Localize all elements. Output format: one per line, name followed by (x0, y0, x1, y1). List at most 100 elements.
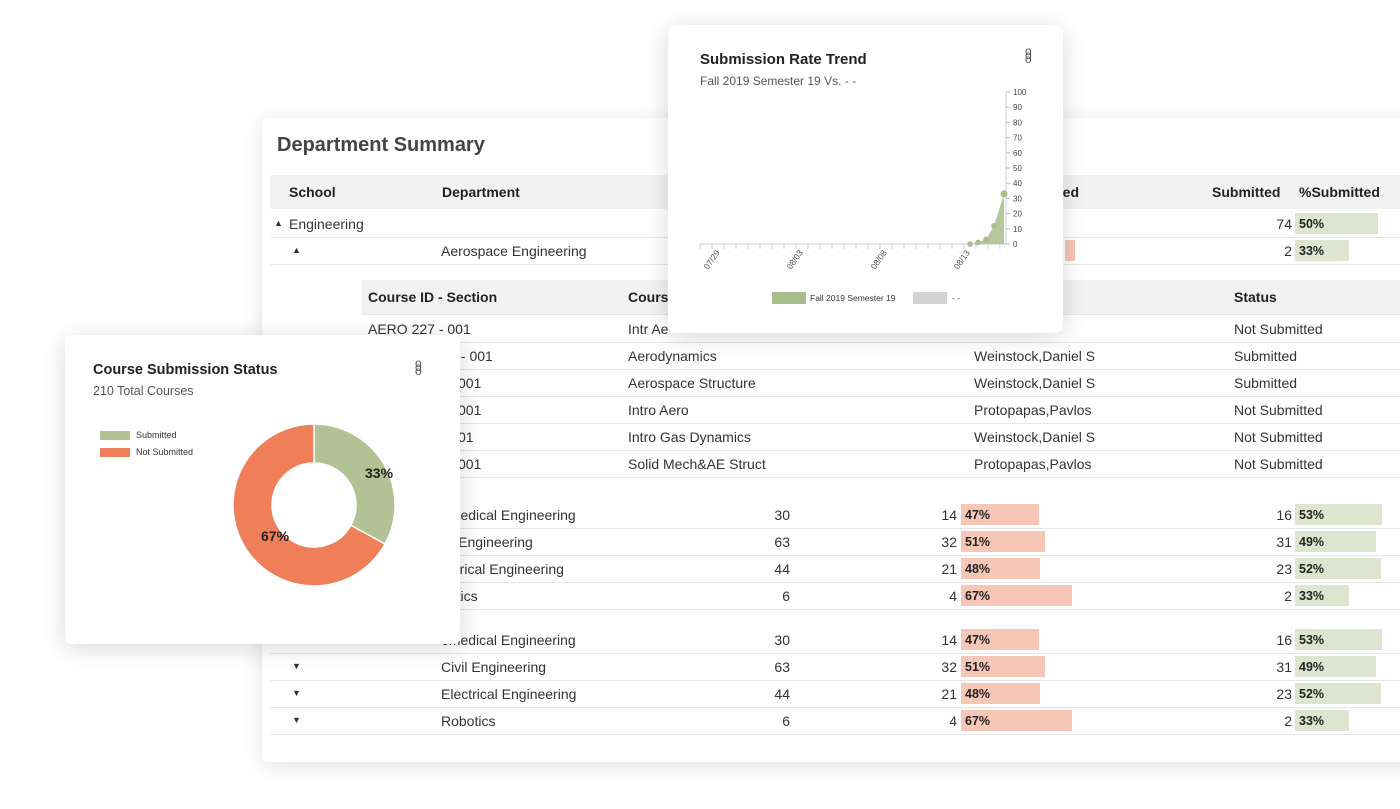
expand-arrow-icon[interactable]: ▼ (292, 715, 301, 725)
y-tick-label: 80 (1013, 118, 1022, 127)
y-tick-label: 60 (1013, 149, 1022, 158)
slice-label: 33% (365, 465, 394, 481)
instructor-name: Protopapas,Pavlos (974, 456, 1092, 472)
pct-submitted-label: 49% (1299, 660, 1325, 674)
submission-status: Not Submitted (1234, 402, 1323, 418)
not-submitted-count: 14 (941, 632, 957, 648)
course-row[interactable]: ME - 001 Aerodynamics Weinstock,Daniel S Su… (362, 342, 1400, 370)
data-point[interactable] (967, 241, 973, 247)
y-tick-label: 30 (1013, 194, 1022, 203)
collapse-arrow-icon[interactable]: ▲ (274, 218, 283, 228)
pct-not-submitted-label: 48% (965, 562, 991, 576)
legend-item-submitted[interactable]: Submitted (100, 430, 177, 441)
pct-not-submitted-label: 67% (965, 589, 991, 603)
department-row[interactable]: vil Engineering 63 32 51% 31 49% (270, 528, 1400, 556)
submitted-count: 2 (1284, 588, 1292, 604)
pct-not-submitted-bar: 47% (961, 504, 1039, 525)
course-row[interactable]: 001 Intro Aero Protopapas,Pavlos Not Submit… (362, 396, 1400, 424)
donut-slice-not-submitted[interactable] (232, 423, 387, 587)
pct-submitted-bar: 49% (1295, 531, 1376, 552)
column-header-not-submitted[interactable]: ted (1058, 184, 1079, 200)
total-courses: 6 (782, 713, 790, 729)
total-courses: 44 (774, 561, 790, 577)
submission-rate-trend-card: Submission Rate Trend Fall 2019 Semester… (668, 25, 1063, 333)
collapse-arrow-icon[interactable]: ▲ (292, 245, 301, 255)
column-header-submitted[interactable]: Submitted (1212, 184, 1281, 200)
course-submission-status-card: Course Submission Status 210 Total Cours… (65, 335, 460, 644)
y-tick-label: 100 (1013, 88, 1027, 97)
legend-label[interactable]: Fall 2019 Semester 19 (810, 293, 896, 303)
not-submitted-count: 21 (941, 686, 957, 702)
department-row[interactable]: ▼ Robotics 6 4 67% 2 33% (270, 707, 1400, 735)
instructor-name: Weinstock,Daniel S (974, 375, 1096, 391)
not-submitted-count: 14 (941, 507, 957, 523)
legend-label[interactable]: - - (952, 293, 960, 303)
submission-status: Not Submitted (1234, 321, 1323, 337)
submitted-count: 2 (1284, 243, 1292, 259)
course-row[interactable]: 01 Intro Gas Dynamics Weinstock,Daniel S No… (362, 423, 1400, 451)
pct-not-submitted-bar: 48% (961, 683, 1041, 704)
legend-swatch (772, 292, 806, 304)
pct-submitted-label: 33% (1299, 589, 1325, 603)
department-name: omedical Engineering (441, 507, 576, 523)
column-header-status[interactable]: Status (1234, 289, 1277, 305)
school-name: Engineering (289, 216, 364, 232)
pct-not-submitted-bar: 48% (961, 558, 1041, 579)
course-id: AERO 227 - 001 (368, 321, 471, 337)
pct-submitted-bar: 53% (1295, 629, 1383, 650)
pct-not-submitted-bar (1065, 240, 1075, 261)
series-area (970, 193, 1004, 244)
course-row[interactable]: AERO 227 - 001 Intr Ae Not Submitted (362, 315, 1400, 343)
not-submitted-count: 4 (949, 588, 957, 604)
submitted-count: 31 (1276, 534, 1292, 550)
pct-not-submitted-bar: 47% (961, 629, 1039, 650)
course-row[interactable]: 001 Aerospace Structure Weinstock,Daniel S… (362, 369, 1400, 397)
instructor-name: Protopapas,Pavlos (974, 402, 1092, 418)
data-point[interactable] (983, 236, 989, 243)
column-header-course[interactable]: Cours (628, 289, 669, 305)
pct-submitted-label: 33% (1299, 244, 1325, 258)
x-tick-label: 07/29 (701, 248, 722, 271)
data-point[interactable] (975, 239, 981, 246)
y-tick-label: 20 (1013, 210, 1022, 219)
column-header-course-id[interactable]: Course ID - Section (368, 289, 498, 305)
total-courses: 63 (774, 659, 790, 675)
donut-slice-submitted[interactable] (313, 423, 396, 546)
pct-submitted-label: 52% (1299, 687, 1325, 701)
course-row[interactable]: 001 Solid Mech&AE Struct Protopapas,Pavlos… (362, 450, 1400, 478)
instructor-name: Weinstock,Daniel S (974, 429, 1096, 445)
submitted-count: 16 (1276, 632, 1292, 648)
data-point[interactable] (1000, 190, 1008, 198)
department-row[interactable]: omedical Engineering 30 14 47% 16 53% (270, 626, 1400, 654)
department-row[interactable]: ▼ Civil Engineering 63 32 51% 31 49% (270, 653, 1400, 681)
pct-not-submitted-label: 67% (965, 714, 991, 728)
legend-item-not-submitted[interactable]: Not Submitted (100, 447, 194, 458)
column-header-pct-submitted[interactable]: %Submitted (1299, 184, 1380, 200)
department-row[interactable]: ▼ Electrical Engineering 44 21 48% 23 52% (270, 680, 1400, 708)
pct-submitted-label: 49% (1299, 535, 1325, 549)
pct-submitted-bar: 53% (1295, 504, 1383, 525)
expand-arrow-icon[interactable]: ▼ (292, 661, 301, 671)
data-point[interactable] (991, 222, 997, 229)
pct-not-submitted-label: 48% (965, 687, 991, 701)
department-row[interactable]: omedical Engineering 30 14 47% 16 53% (270, 501, 1400, 529)
x-tick-label: 08/13 (951, 248, 972, 271)
expand-arrow-icon[interactable]: ▼ (292, 688, 301, 698)
total-courses: 63 (774, 534, 790, 550)
column-header-school[interactable]: School (289, 184, 336, 200)
trend-chart-subtitle: Fall 2019 Semester 19 Vs. - - (700, 74, 857, 88)
column-header-department[interactable]: Department (442, 184, 520, 200)
pct-not-submitted-bar: 67% (961, 710, 1072, 731)
donut-chart: 33% 67% (232, 423, 396, 587)
department-row[interactable]: ectrical Engineering 44 21 48% 23 52% (270, 555, 1400, 583)
course-name: Intro Aero (628, 402, 689, 418)
department-name: Civil Engineering (441, 659, 547, 675)
x-tick-label: 08/03 (784, 248, 805, 271)
course-id: 001 (458, 375, 482, 391)
legend-label: Not Submitted (136, 447, 194, 457)
y-tick-label: 40 (1013, 179, 1022, 188)
y-tick-label: 70 (1013, 134, 1022, 143)
